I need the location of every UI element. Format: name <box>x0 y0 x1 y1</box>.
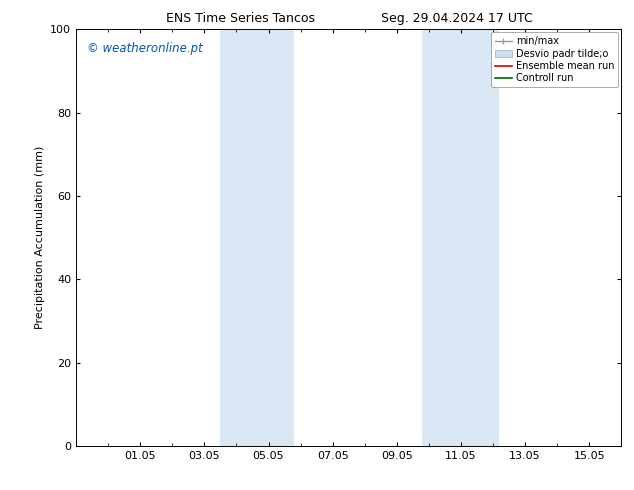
Legend: min/max, Desvio padr tilde;o, Ensemble mean run, Controll run: min/max, Desvio padr tilde;o, Ensemble m… <box>491 32 618 87</box>
Bar <box>445 29 500 446</box>
Bar <box>422 29 445 446</box>
Bar <box>243 29 294 446</box>
Text: ENS Time Series Tancos: ENS Time Series Tancos <box>166 12 316 25</box>
Y-axis label: Precipitation Accumulation (mm): Precipitation Accumulation (mm) <box>35 146 44 329</box>
Bar <box>221 29 243 446</box>
Text: Seg. 29.04.2024 17 UTC: Seg. 29.04.2024 17 UTC <box>380 12 533 25</box>
Text: © weatheronline.pt: © weatheronline.pt <box>87 42 203 55</box>
